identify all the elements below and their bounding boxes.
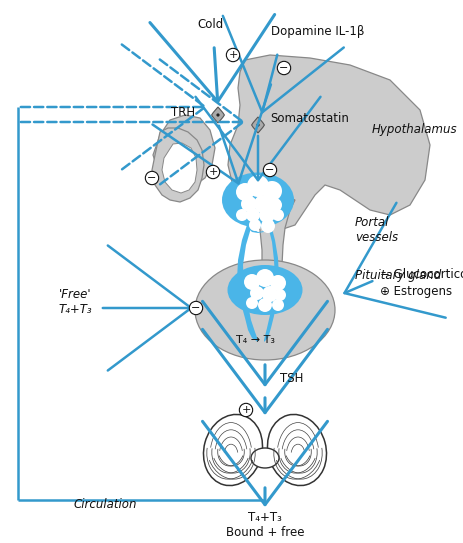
Polygon shape: [152, 128, 204, 202]
Text: Cold: Cold: [197, 18, 223, 31]
Circle shape: [250, 286, 264, 300]
Circle shape: [268, 198, 282, 212]
Circle shape: [256, 269, 274, 287]
Ellipse shape: [227, 265, 302, 315]
Polygon shape: [212, 107, 225, 123]
FancyArrowPatch shape: [103, 245, 191, 370]
Text: +: +: [241, 405, 250, 415]
Circle shape: [272, 209, 284, 221]
Text: Dopamine IL-1β: Dopamine IL-1β: [271, 26, 365, 39]
Polygon shape: [153, 115, 215, 188]
Polygon shape: [228, 55, 430, 230]
Circle shape: [236, 183, 254, 201]
Text: −: −: [191, 303, 200, 313]
Circle shape: [272, 299, 284, 311]
Text: 'Free'
T₄+T₃: 'Free' T₄+T₃: [58, 288, 92, 316]
Circle shape: [246, 297, 258, 309]
Ellipse shape: [268, 414, 326, 485]
Text: T₄+T₃
Bound + free: T₄+T₃ Bound + free: [226, 511, 304, 539]
Circle shape: [241, 196, 257, 212]
Text: − Glucocorticoids: − Glucocorticoids: [380, 268, 463, 281]
Text: Pituitary gland: Pituitary gland: [355, 268, 441, 281]
FancyArrowPatch shape: [195, 97, 320, 180]
Text: Hypothalamus: Hypothalamus: [372, 123, 458, 136]
Text: ⊕ Estrogens: ⊕ Estrogens: [380, 286, 452, 299]
Text: Portal
vessels: Portal vessels: [355, 216, 398, 244]
Polygon shape: [240, 192, 295, 343]
Text: Circulation: Circulation: [73, 498, 137, 512]
Circle shape: [249, 219, 261, 231]
Ellipse shape: [251, 448, 279, 468]
Text: +: +: [228, 50, 238, 60]
Polygon shape: [247, 225, 271, 233]
FancyArrowPatch shape: [21, 60, 243, 185]
Polygon shape: [264, 225, 279, 342]
FancyArrowPatch shape: [202, 330, 327, 413]
Circle shape: [262, 286, 278, 302]
Ellipse shape: [222, 173, 294, 228]
Polygon shape: [251, 117, 264, 133]
FancyArrowPatch shape: [223, 16, 344, 112]
Text: −: −: [279, 63, 289, 73]
Text: −: −: [265, 165, 275, 175]
Circle shape: [244, 274, 260, 290]
Text: T₄ → T₃: T₄ → T₃: [236, 335, 275, 345]
Ellipse shape: [195, 260, 335, 360]
Circle shape: [261, 219, 275, 233]
Circle shape: [246, 208, 260, 222]
Circle shape: [257, 123, 260, 127]
Circle shape: [274, 289, 286, 301]
Text: TRH: TRH: [171, 105, 195, 118]
FancyArrowPatch shape: [150, 15, 275, 102]
Circle shape: [254, 195, 272, 213]
FancyArrowPatch shape: [152, 84, 271, 184]
Circle shape: [262, 181, 282, 201]
Text: TSH: TSH: [280, 371, 303, 384]
Text: −: −: [147, 173, 156, 183]
FancyArrowPatch shape: [21, 45, 205, 169]
Circle shape: [258, 298, 272, 312]
FancyArrowPatch shape: [202, 421, 327, 504]
Polygon shape: [237, 225, 258, 342]
Circle shape: [247, 175, 269, 197]
FancyArrowPatch shape: [344, 203, 446, 318]
Text: Somatostatin: Somatostatin: [270, 111, 349, 124]
Circle shape: [270, 275, 286, 291]
FancyArrowPatch shape: [202, 301, 327, 384]
Circle shape: [236, 209, 248, 221]
Circle shape: [259, 207, 275, 223]
Ellipse shape: [203, 414, 263, 485]
Circle shape: [216, 113, 219, 117]
Text: +: +: [208, 167, 218, 177]
Polygon shape: [162, 143, 197, 193]
